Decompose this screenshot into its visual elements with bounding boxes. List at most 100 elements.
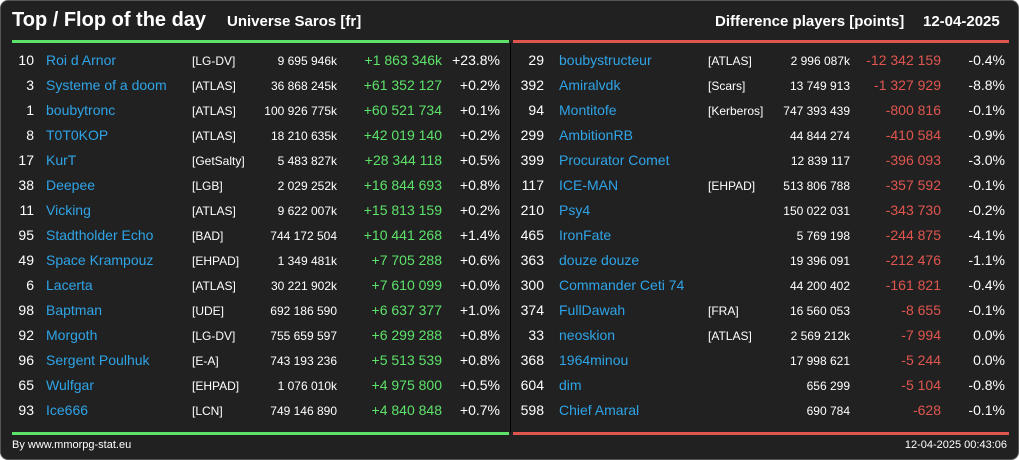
- player-points: 44 844 274: [789, 129, 850, 143]
- player-rank: 49: [18, 252, 34, 268]
- flop-row: 94 Montitofe [Kerberos] 747 393 439 -800 816…: [513, 99, 1009, 124]
- top-row: 1 boubytronc [ATLAS] 100 926 775k +60 521 73…: [12, 99, 509, 124]
- header: Top / Flop of the day Universe Saros [fr…: [1, 1, 1018, 39]
- player-name-link[interactable]: FullDawah: [559, 302, 626, 318]
- player-alliance-link[interactable]: [EHPAD]: [192, 379, 240, 393]
- player-diff: -8 655: [901, 302, 941, 318]
- player-name-link[interactable]: Stadtholder Echo: [46, 227, 154, 243]
- player-alliance-link[interactable]: [ATLAS]: [192, 129, 236, 143]
- page-title: Top / Flop of the day: [12, 9, 207, 31]
- player-name-link[interactable]: dim: [559, 377, 582, 393]
- player-name-link[interactable]: Psy4: [559, 202, 591, 218]
- player-name-link[interactable]: Lacerta: [46, 277, 93, 293]
- player-points: 100 926 775k: [264, 104, 337, 118]
- player-name-link[interactable]: AmbitionRB: [559, 127, 633, 143]
- player-name-link[interactable]: Amiralvdk: [559, 77, 621, 93]
- player-points: 692 186 590: [270, 304, 337, 318]
- player-diff: +7 705 288: [371, 252, 442, 268]
- player-name-link[interactable]: Procurator Comet: [559, 152, 670, 168]
- player-rank: 117: [521, 177, 544, 193]
- player-name-link[interactable]: ICE-MAN: [559, 177, 619, 193]
- player-pct: +0.5%: [459, 152, 500, 168]
- player-name-link[interactable]: Commander Ceti 74: [559, 277, 685, 293]
- top-row: 92 Morgoth [LG-DV] 755 659 597 +6 299 288 +0.…: [12, 324, 509, 349]
- player-alliance-link[interactable]: [Scars]: [708, 79, 746, 93]
- player-pct: -0.1%: [968, 402, 1005, 418]
- player-alliance-link[interactable]: [ATLAS]: [192, 279, 236, 293]
- player-name-link[interactable]: IronFate: [559, 227, 612, 243]
- player-name-link[interactable]: Wulfgar: [46, 377, 94, 393]
- player-diff: +7 610 099: [371, 277, 442, 293]
- player-points: 2 029 252k: [277, 179, 337, 193]
- player-alliance-link[interactable]: [ATLAS]: [192, 104, 236, 118]
- player-alliance-link[interactable]: [LGB]: [192, 179, 223, 193]
- player-name-link[interactable]: KurT: [46, 152, 77, 168]
- player-diff: -161 821: [885, 277, 941, 293]
- player-name-link[interactable]: Morgoth: [46, 327, 98, 343]
- player-rank: 3: [26, 77, 34, 93]
- player-alliance-link[interactable]: [Kerberos]: [708, 104, 764, 118]
- player-name-link[interactable]: boubytronc: [46, 102, 116, 118]
- player-diff: +5 513 539: [371, 352, 442, 368]
- player-points: 16 560 053: [789, 304, 850, 318]
- player-points: 12 839 117: [790, 154, 850, 168]
- player-diff: +6 299 288: [371, 327, 442, 343]
- player-name-link[interactable]: douze douze: [559, 252, 640, 268]
- player-name-link[interactable]: boubystructeur: [559, 52, 652, 68]
- column-divider: [510, 43, 511, 432]
- player-pct: -0.8%: [968, 377, 1005, 393]
- player-name-link[interactable]: T0T0KOP: [46, 127, 109, 143]
- player-name-link[interactable]: Deepee: [46, 177, 96, 193]
- flop-row: 392 Amiralvdk [Scars] 13 749 913 -1 327 929 -…: [513, 74, 1009, 99]
- flop-row: 604 dim 656 299 -5 104 -0.8%: [513, 374, 1009, 399]
- player-pct: +0.5%: [459, 377, 500, 393]
- player-pct: -0.1%: [968, 177, 1005, 193]
- player-alliance-link[interactable]: [E-A]: [192, 354, 219, 368]
- player-diff: -244 875: [885, 227, 941, 243]
- flop-row: 399 Procurator Comet 12 839 117 -396 093 -3.…: [513, 149, 1009, 174]
- player-alliance-link[interactable]: [EHPAD]: [192, 254, 240, 268]
- player-name-link[interactable]: Vicking: [46, 202, 91, 218]
- player-diff: +4 975 800: [371, 377, 442, 393]
- player-alliance-link[interactable]: [UDE]: [192, 304, 225, 318]
- player-pct: -4.1%: [968, 227, 1005, 243]
- player-points: 2 996 087k: [790, 54, 850, 68]
- flop-row: 33 neoskion [ATLAS] 2 569 212k -7 994 0.0%: [513, 324, 1009, 349]
- player-alliance-link[interactable]: [ATLAS]: [708, 329, 752, 343]
- player-alliance-link[interactable]: [BAD]: [192, 229, 224, 243]
- player-name-link[interactable]: neoskion: [559, 327, 616, 343]
- player-name-link[interactable]: Chief Amaral: [559, 402, 640, 418]
- player-rank: 363: [520, 252, 544, 268]
- player-pct: -0.9%: [968, 127, 1005, 143]
- player-name-link[interactable]: Ice666: [46, 402, 89, 418]
- player-name-link[interactable]: Sergent Poulhuk: [46, 352, 150, 368]
- player-pct: -8.8%: [968, 77, 1005, 93]
- player-name-link[interactable]: Space Krampouz: [46, 252, 154, 268]
- player-alliance-link[interactable]: [LG-DV]: [192, 54, 236, 68]
- player-name-link[interactable]: Roi d Arnor: [46, 52, 117, 68]
- player-rank: 604: [520, 377, 544, 393]
- player-alliance-link[interactable]: [ATLAS]: [708, 54, 752, 68]
- player-alliance-link[interactable]: [FRA]: [708, 304, 739, 318]
- player-alliance-link[interactable]: [LCN]: [192, 404, 223, 418]
- player-name-link[interactable]: Baptman: [46, 302, 103, 318]
- player-alliance-link[interactable]: [LG-DV]: [192, 329, 236, 343]
- player-rank: 210: [520, 202, 544, 218]
- player-points: 36 868 245k: [270, 79, 337, 93]
- player-rank: 93: [18, 402, 34, 418]
- player-name-link[interactable]: Montitofe: [559, 102, 617, 118]
- timestamp: 12-04-2025 00:43:06: [904, 439, 1007, 451]
- player-diff: -5 244: [901, 352, 941, 368]
- top-bottom-bar: [12, 432, 509, 435]
- source-link[interactable]: By www.mmorpg-stat.eu: [12, 439, 132, 451]
- player-diff: +15 813 159: [363, 202, 442, 218]
- player-alliance-link[interactable]: [ATLAS]: [192, 79, 236, 93]
- player-diff: +4 840 848: [371, 402, 442, 418]
- player-name-link[interactable]: 1964minou: [559, 352, 629, 368]
- player-name-link[interactable]: Systeme of a doom: [46, 77, 167, 93]
- player-alliance-link[interactable]: [GetSalty]: [192, 154, 245, 168]
- player-alliance-link[interactable]: [ATLAS]: [192, 204, 236, 218]
- player-diff: -800 816: [885, 102, 941, 118]
- player-pct: 0.0%: [973, 327, 1005, 343]
- player-alliance-link[interactable]: [EHPAD]: [708, 179, 756, 193]
